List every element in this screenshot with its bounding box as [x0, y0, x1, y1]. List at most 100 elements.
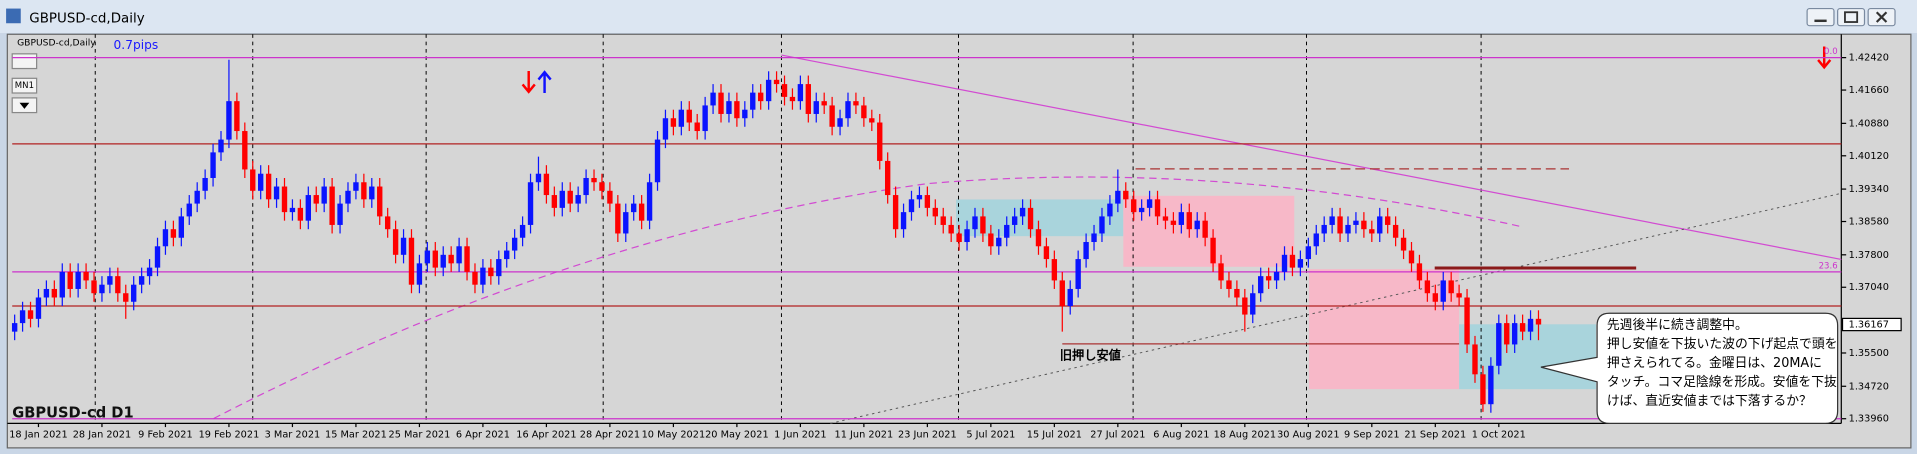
candle-body: [464, 246, 470, 272]
y-tick-label: 1.38580: [1849, 217, 1889, 228]
x-tick-label: 3 Mar 2021: [265, 429, 321, 440]
candle-body: [1337, 216, 1343, 234]
candle-body: [1535, 318, 1542, 325]
note: 先週後半に続き調整中。押し安値を下抜いた波の下げ起点で頭を押さえられてる。金曜日…: [1607, 318, 1838, 409]
candle-body: [789, 96, 796, 102]
window-buttons[interactable]: [1806, 7, 1896, 27]
candle-body: [940, 216, 946, 225]
candle-body: [1099, 216, 1105, 234]
candle-body: [432, 250, 438, 268]
candle-body: [361, 182, 367, 200]
down-arrow: [1817, 46, 1832, 70]
candle-body: [1162, 216, 1169, 221]
candle-body: [1504, 323, 1510, 345]
candle-body: [662, 118, 669, 140]
candle-body: [805, 84, 812, 114]
y-tick-label: 1.33960: [1849, 414, 1889, 425]
candle-body: [599, 182, 605, 191]
candle-body: [1369, 229, 1375, 234]
zone: [1308, 269, 1460, 390]
candle-body: [1043, 246, 1050, 260]
candle-body: [154, 246, 161, 268]
candle-body: [123, 293, 129, 302]
callout: [1540, 312, 1839, 425]
x-tick-label: 10 May 2021: [642, 429, 706, 440]
candle-body: [1281, 254, 1288, 272]
candle-body: [1115, 190, 1121, 204]
candle-body: [1480, 374, 1486, 405]
candle-body: [964, 229, 970, 243]
candle-body: [1289, 254, 1296, 268]
candle-body: [861, 105, 867, 119]
zone: [1459, 324, 1596, 390]
candle-body: [1234, 288, 1240, 298]
candle-body: [281, 186, 288, 213]
period-separators: [94, 34, 1482, 424]
candle-body: [758, 92, 764, 102]
candle-body: [980, 216, 986, 234]
candle-body: [1400, 237, 1407, 251]
candle-body: [765, 79, 772, 102]
symbol-label: GBPUSD-cd D1: [12, 405, 133, 422]
spread-label: 0.7pips: [114, 38, 159, 52]
candle-body: [1511, 323, 1518, 345]
x-tick-label: 6 Aug 2021: [1153, 429, 1209, 440]
tf-button[interactable]: [11, 53, 38, 70]
level-label: 0.0: [1824, 47, 1838, 57]
candle-body: [551, 195, 558, 208]
candle-body: [1297, 259, 1304, 268]
candle-body: [1146, 199, 1153, 208]
candle-body: [250, 169, 256, 191]
candle-body: [1377, 216, 1383, 234]
candle-body: [1273, 271, 1280, 281]
candle-body: [75, 271, 81, 289]
candle-body: [329, 186, 335, 225]
candle-body: [384, 216, 391, 230]
x-tick-label: 6 Apr 2021: [456, 429, 510, 440]
candle-body: [1186, 212, 1192, 230]
candle-body: [11, 323, 18, 332]
candle-body: [988, 233, 994, 247]
note-line: 押さえられてる。金曜日は、20MAに: [1607, 355, 1822, 371]
candle-body: [289, 207, 296, 213]
candle-body: [702, 105, 708, 132]
x-tick-label: 1 Oct 2021: [1472, 429, 1526, 440]
candle-body: [1107, 203, 1113, 217]
candle-body: [273, 186, 280, 200]
candle-body: [527, 182, 534, 225]
x-tick-label: 9 Feb 2021: [138, 429, 193, 440]
note-line: けば、直近安値までは下落するか？: [1607, 393, 1812, 409]
minimize-button[interactable]: [1806, 7, 1835, 27]
restore-button[interactable]: [1837, 7, 1866, 27]
candle-body: [345, 190, 351, 204]
candle-body: [1242, 297, 1248, 315]
candle-body: [138, 276, 145, 285]
candle-body: [258, 173, 264, 191]
candle-body: [265, 173, 272, 200]
x-tick-label: 28 Apr 2021: [580, 429, 640, 440]
candle-body: [131, 284, 137, 302]
candle-body: [19, 310, 26, 324]
candle-body: [1416, 263, 1423, 281]
y-tick-label: 1.34720: [1849, 381, 1889, 392]
candle-body: [1313, 233, 1319, 247]
candle-body: [869, 118, 875, 123]
candle-body: [511, 237, 518, 251]
candle-body: [750, 92, 756, 110]
candle-body: [900, 212, 907, 230]
tf-button[interactable]: [11, 77, 38, 94]
x-tick-label: 30 Aug 2021: [1277, 429, 1339, 440]
candle-body: [400, 237, 407, 255]
x-tick-label: 11 Jun 2021: [835, 429, 894, 440]
trend-line: [830, 192, 1842, 424]
candle-body: [424, 250, 431, 264]
candle-body: [1083, 242, 1089, 260]
candle-body: [178, 216, 185, 238]
candle-body: [837, 118, 843, 127]
current-price-label: 1.36167: [1849, 320, 1889, 331]
candle-body: [972, 216, 978, 230]
y-tick-label: 1.37040: [1849, 282, 1889, 293]
candle-body: [210, 152, 216, 178]
candle-body: [1218, 263, 1224, 281]
candle-body: [416, 263, 423, 285]
